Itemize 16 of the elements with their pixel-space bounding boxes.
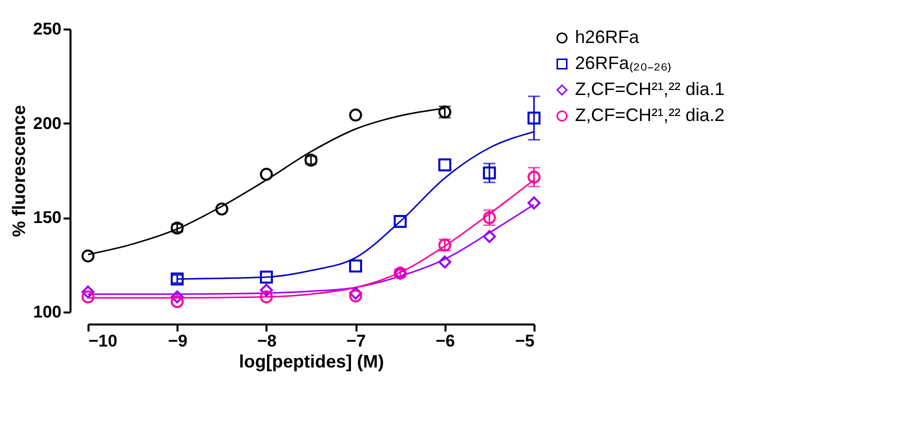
y-tick-label: 250: [33, 20, 62, 38]
x-tick-label: −8: [257, 332, 277, 350]
legend-label: h26RFa: [575, 27, 640, 47]
y-tick-label: 100: [33, 302, 62, 322]
legend-label: 26RFa₍₂₀₋₂₆₎: [575, 53, 672, 73]
x-tick-label: −6: [436, 332, 455, 350]
y-tick-label: 200: [33, 114, 62, 133]
x-tick-label: −7: [346, 332, 366, 350]
x-tick-label: −9: [168, 332, 188, 350]
y-axis-title: % fluorescence: [9, 104, 30, 238]
x-axis-title: log[peptides] (M): [239, 352, 384, 372]
x-tick-label: −10: [88, 332, 118, 350]
legend-label: Z,CF=CH²¹,²² dia.2: [575, 105, 725, 125]
y-tick-label: 150: [33, 208, 62, 228]
x-tick-label: −5: [515, 332, 534, 350]
legend-label: Z,CF=CH²¹,²² dia.1: [575, 79, 725, 99]
